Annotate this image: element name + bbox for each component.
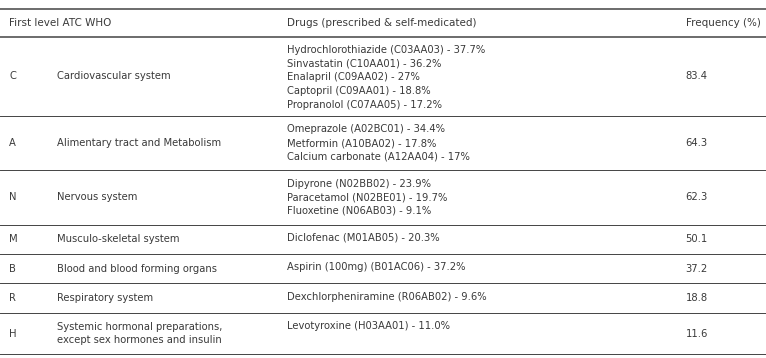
Text: 11.6: 11.6 xyxy=(686,329,708,339)
Text: 50.1: 50.1 xyxy=(686,234,708,244)
Text: 83.4: 83.4 xyxy=(686,71,708,81)
Text: Omeprazole (A02BC01) - 34.4%
Metformin (A10BA02) - 17.8%
Calcium carbonate (A12A: Omeprazole (A02BC01) - 34.4% Metformin (… xyxy=(287,125,470,161)
Text: Alimentary tract and Metabolism: Alimentary tract and Metabolism xyxy=(57,138,221,148)
Text: A: A xyxy=(9,138,16,148)
Text: Dipyrone (N02BB02) - 23.9%
Paracetamol (N02BE01) - 19.7%
Fluoxetine (N06AB03) - : Dipyrone (N02BB02) - 23.9% Paracetamol (… xyxy=(287,179,447,216)
Text: Blood and blood forming organs: Blood and blood forming organs xyxy=(57,263,218,274)
Text: 64.3: 64.3 xyxy=(686,138,708,148)
Text: Respiratory system: Respiratory system xyxy=(57,293,153,303)
Text: First level ATC WHO: First level ATC WHO xyxy=(9,18,112,28)
Text: Nervous system: Nervous system xyxy=(57,192,138,202)
Text: B: B xyxy=(9,263,16,274)
Text: 37.2: 37.2 xyxy=(686,263,708,274)
Text: 62.3: 62.3 xyxy=(686,192,708,202)
Text: Diclofenac (M01AB05) - 20.3%: Diclofenac (M01AB05) - 20.3% xyxy=(287,233,440,243)
Text: Drugs (prescribed & self-medicated): Drugs (prescribed & self-medicated) xyxy=(287,18,476,28)
Text: N: N xyxy=(9,192,17,202)
Text: R: R xyxy=(9,293,16,303)
Text: Frequency (%): Frequency (%) xyxy=(686,18,761,28)
Text: Hydrochlorothiazide (C03AA03) - 37.7%
Sinvastatin (C10AA01) - 36.2%
Enalapril (C: Hydrochlorothiazide (C03AA03) - 37.7% Si… xyxy=(287,45,486,110)
Text: Levotyroxine (H03AA01) - 11.0%: Levotyroxine (H03AA01) - 11.0% xyxy=(287,321,450,331)
Text: 18.8: 18.8 xyxy=(686,293,708,303)
Text: C: C xyxy=(9,71,16,81)
Text: M: M xyxy=(9,234,18,244)
Text: Dexchlorpheniramine (R06AB02) - 9.6%: Dexchlorpheniramine (R06AB02) - 9.6% xyxy=(287,292,487,302)
Text: Aspirin (100mg) (B01AC06) - 37.2%: Aspirin (100mg) (B01AC06) - 37.2% xyxy=(287,262,466,272)
Text: H: H xyxy=(9,329,17,339)
Text: Cardiovascular system: Cardiovascular system xyxy=(57,71,171,81)
Text: Systemic hormonal preparations,
except sex hormones and insulin: Systemic hormonal preparations, except s… xyxy=(57,322,223,345)
Text: Musculo-skeletal system: Musculo-skeletal system xyxy=(57,234,180,244)
